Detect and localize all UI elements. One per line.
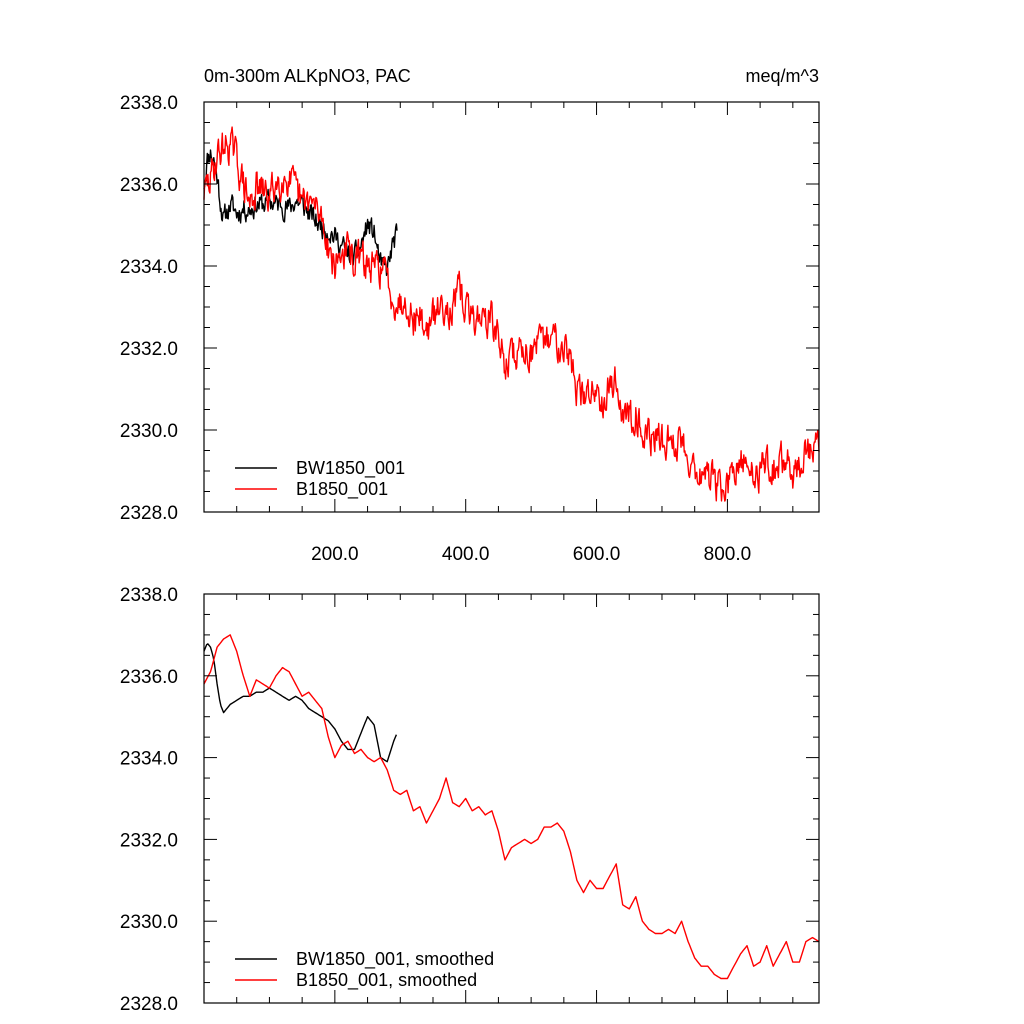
bottom-ytick-label: 2328.0 xyxy=(120,994,178,1015)
top-legend-label-bw1850: BW1850_001 xyxy=(296,458,405,479)
bottom-ytick-label: 2336.0 xyxy=(120,667,178,688)
top-xtick-label: 200.0 xyxy=(311,544,359,565)
top-ytick-label: 2338.0 xyxy=(120,93,178,114)
bottom-ytick-label: 2332.0 xyxy=(120,830,178,851)
bottom-legend-label-b1850: B1850_001, smoothed xyxy=(296,970,477,991)
bottom-panel: 2328.0 2330.0 2332.0 2334.0 2336.0 2338.0 BW1… xyxy=(120,585,820,1015)
top-xtick-label: 600.0 xyxy=(573,544,621,565)
bottom-legend-label-bw1850: BW1850_001, smoothed xyxy=(296,949,494,970)
bottom-plot-frame xyxy=(203,593,820,1004)
bottom-ytick-label: 2338.0 xyxy=(120,585,178,606)
units-label: meq/m^3 xyxy=(746,66,819,86)
chart-title: 0m-300m ALKpNO3, PAC xyxy=(204,66,411,86)
top-ytick-label: 2336.0 xyxy=(120,175,178,196)
bottom-series-group xyxy=(203,634,820,980)
top-plot-frame xyxy=(203,101,820,513)
top-ytick-label: 2328.0 xyxy=(120,503,178,524)
top-axes: 2328.0 2330.0 2332.0 2334.0 2336.0 2338.0 200.… xyxy=(120,93,820,565)
bottom-series-line-b1850 xyxy=(203,634,820,980)
top-series-line-b1850 xyxy=(203,126,820,502)
top-ytick-label: 2332.0 xyxy=(120,339,178,360)
top-xtick-label: 400.0 xyxy=(442,544,490,565)
top-ytick-label: 2330.0 xyxy=(120,421,178,442)
bottom-ytick-label: 2330.0 xyxy=(120,912,178,933)
bottom-axes: 2328.0 2330.0 2332.0 2334.0 2336.0 2338.0 xyxy=(120,585,820,1015)
top-legend-label-b1850: B1850_001 xyxy=(296,479,388,500)
top-series-line-bw1850 xyxy=(203,149,398,277)
bottom-ytick-label: 2334.0 xyxy=(120,749,178,770)
top-panel: 0m-300m ALKpNO3, PAC meq/m^3 2328.0 2330.… xyxy=(120,66,820,565)
top-ytick-label: 2334.0 xyxy=(120,257,178,278)
bottom-series-line-bw1850 xyxy=(203,643,398,763)
top-xtick-label: 800.0 xyxy=(704,544,752,565)
top-series-group xyxy=(203,126,820,502)
